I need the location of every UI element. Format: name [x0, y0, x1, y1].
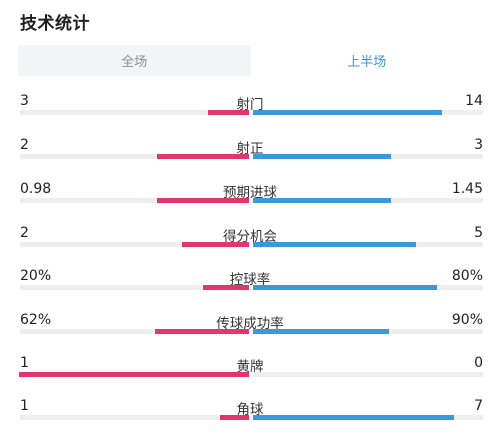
stat-row-shots-on-target: 2 射正 3: [0, 137, 500, 167]
away-value: 14: [465, 93, 483, 109]
home-value: 1: [20, 398, 29, 414]
home-bar-track: [20, 198, 249, 203]
away-bar: [253, 415, 454, 420]
home-bar: [155, 329, 249, 334]
stat-row-pass-accuracy: 62% 传球成功率 90%: [0, 312, 500, 342]
away-bar: [253, 329, 389, 334]
section-title: 技术统计: [20, 14, 90, 34]
stat-row-shots: 3 射门 14: [0, 93, 500, 123]
stat-row-scoring-chances: 2 得分机会 5: [0, 225, 500, 255]
away-value: 1.45: [451, 181, 483, 197]
stat-row-possession: 20% 控球率 80%: [0, 268, 500, 298]
away-value: 90%: [451, 312, 483, 328]
home-value: 2: [20, 225, 29, 241]
stat-label: 射正: [236, 141, 264, 157]
home-bar-track: [20, 110, 249, 115]
away-value: 3: [474, 137, 483, 153]
stat-row-expected-goals: 0.98 预期进球 1.45: [0, 181, 500, 211]
home-bar-track: [20, 154, 249, 159]
tab-full-match[interactable]: 全场: [18, 45, 251, 76]
home-value: 0.98: [20, 181, 52, 197]
away-bar: [253, 110, 442, 115]
away-value: 7: [474, 398, 483, 414]
home-bar-track: [20, 415, 249, 420]
home-value: 20%: [20, 268, 52, 284]
away-bar: [253, 154, 391, 159]
away-bar-track: [253, 372, 483, 377]
away-value: 0: [474, 355, 483, 371]
away-bar: [253, 242, 416, 247]
home-bar: [19, 372, 249, 377]
tab-first-half[interactable]: 上半场: [250, 45, 483, 76]
away-bar: [253, 285, 437, 290]
home-value: 3: [20, 93, 29, 109]
stat-label: 射门: [236, 97, 264, 113]
home-bar: [208, 110, 249, 115]
stat-label: 传球成功率: [216, 316, 284, 332]
home-bar: [157, 154, 249, 159]
home-bar-track: [20, 285, 249, 290]
home-value: 62%: [20, 312, 52, 328]
home-value: 2: [20, 137, 29, 153]
away-value: 80%: [451, 268, 483, 284]
home-value: 1: [20, 355, 29, 371]
stat-label: 角球: [236, 402, 264, 418]
home-bar: [157, 198, 249, 203]
away-value: 5: [474, 225, 483, 241]
stat-row-corners: 1 角球 7: [0, 398, 500, 428]
stat-row-yellow-cards: 1 黄牌 0: [0, 355, 500, 385]
stat-label: 控球率: [229, 272, 271, 288]
stat-label: 黄牌: [236, 359, 264, 375]
home-bar: [182, 242, 249, 247]
stat-label: 得分机会: [223, 229, 277, 245]
period-tabs: 全场 上半场: [18, 45, 483, 76]
stat-label: 预期进球: [223, 185, 277, 201]
away-bar: [253, 198, 391, 203]
home-bar-track: [20, 242, 249, 247]
home-bar: [203, 285, 249, 290]
home-bar: [220, 415, 249, 420]
home-bar-track: [20, 329, 249, 334]
